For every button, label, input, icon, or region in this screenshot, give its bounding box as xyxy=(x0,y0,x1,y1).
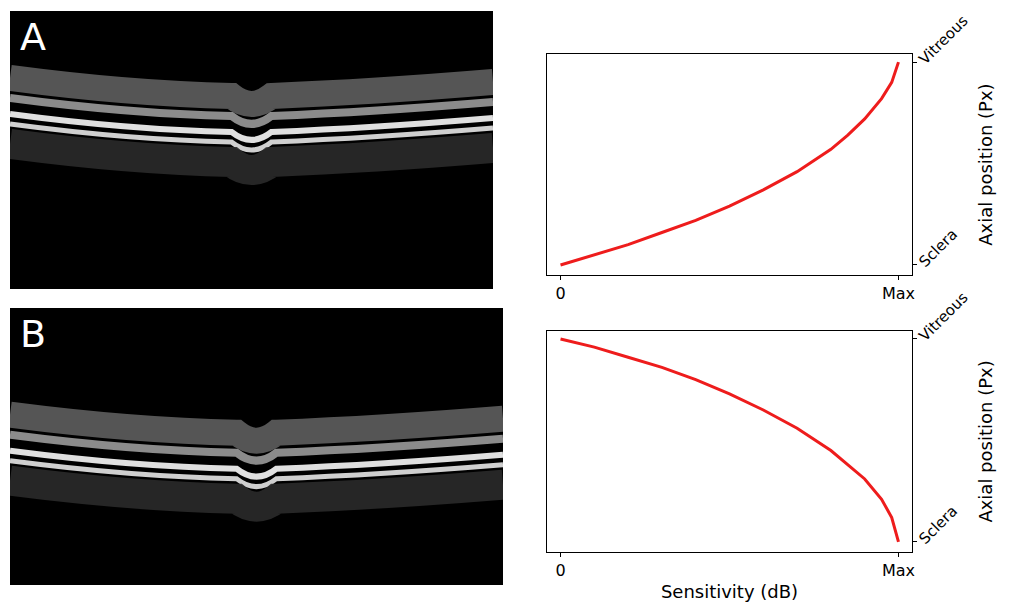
html-text:A: A xyxy=(20,15,46,59)
svg-text:Vitreous: Vitreous xyxy=(915,12,971,68)
svg-text:Sensitivity (dB): Sensitivity (dB) xyxy=(661,581,798,602)
svg-text:Axial position (Px): Axial position (Px) xyxy=(975,360,996,522)
html-text:B: B xyxy=(20,312,47,356)
svg-text:Sclera: Sclera xyxy=(915,502,961,548)
svg-text:Vitreous: Vitreous xyxy=(915,289,971,345)
svg-text:0: 0 xyxy=(555,284,565,303)
svg-text:Axial position (Px): Axial position (Px) xyxy=(975,83,996,245)
svg-text:0: 0 xyxy=(555,561,565,580)
svg-text:Sclera: Sclera xyxy=(915,225,961,271)
svg-text:Max: Max xyxy=(882,284,915,303)
svg-text:Max: Max xyxy=(882,561,915,580)
